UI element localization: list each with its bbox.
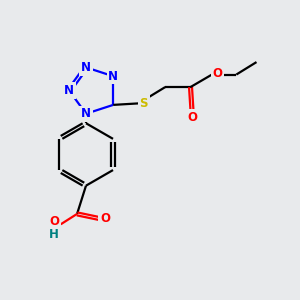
Text: N: N bbox=[81, 107, 91, 120]
Text: O: O bbox=[49, 215, 59, 228]
Text: N: N bbox=[64, 84, 74, 97]
Text: O: O bbox=[187, 111, 197, 124]
Text: O: O bbox=[100, 212, 110, 225]
Text: N: N bbox=[108, 70, 118, 83]
Text: O: O bbox=[212, 67, 222, 80]
Text: S: S bbox=[140, 97, 148, 110]
Text: N: N bbox=[81, 61, 91, 74]
Text: H: H bbox=[49, 228, 59, 241]
